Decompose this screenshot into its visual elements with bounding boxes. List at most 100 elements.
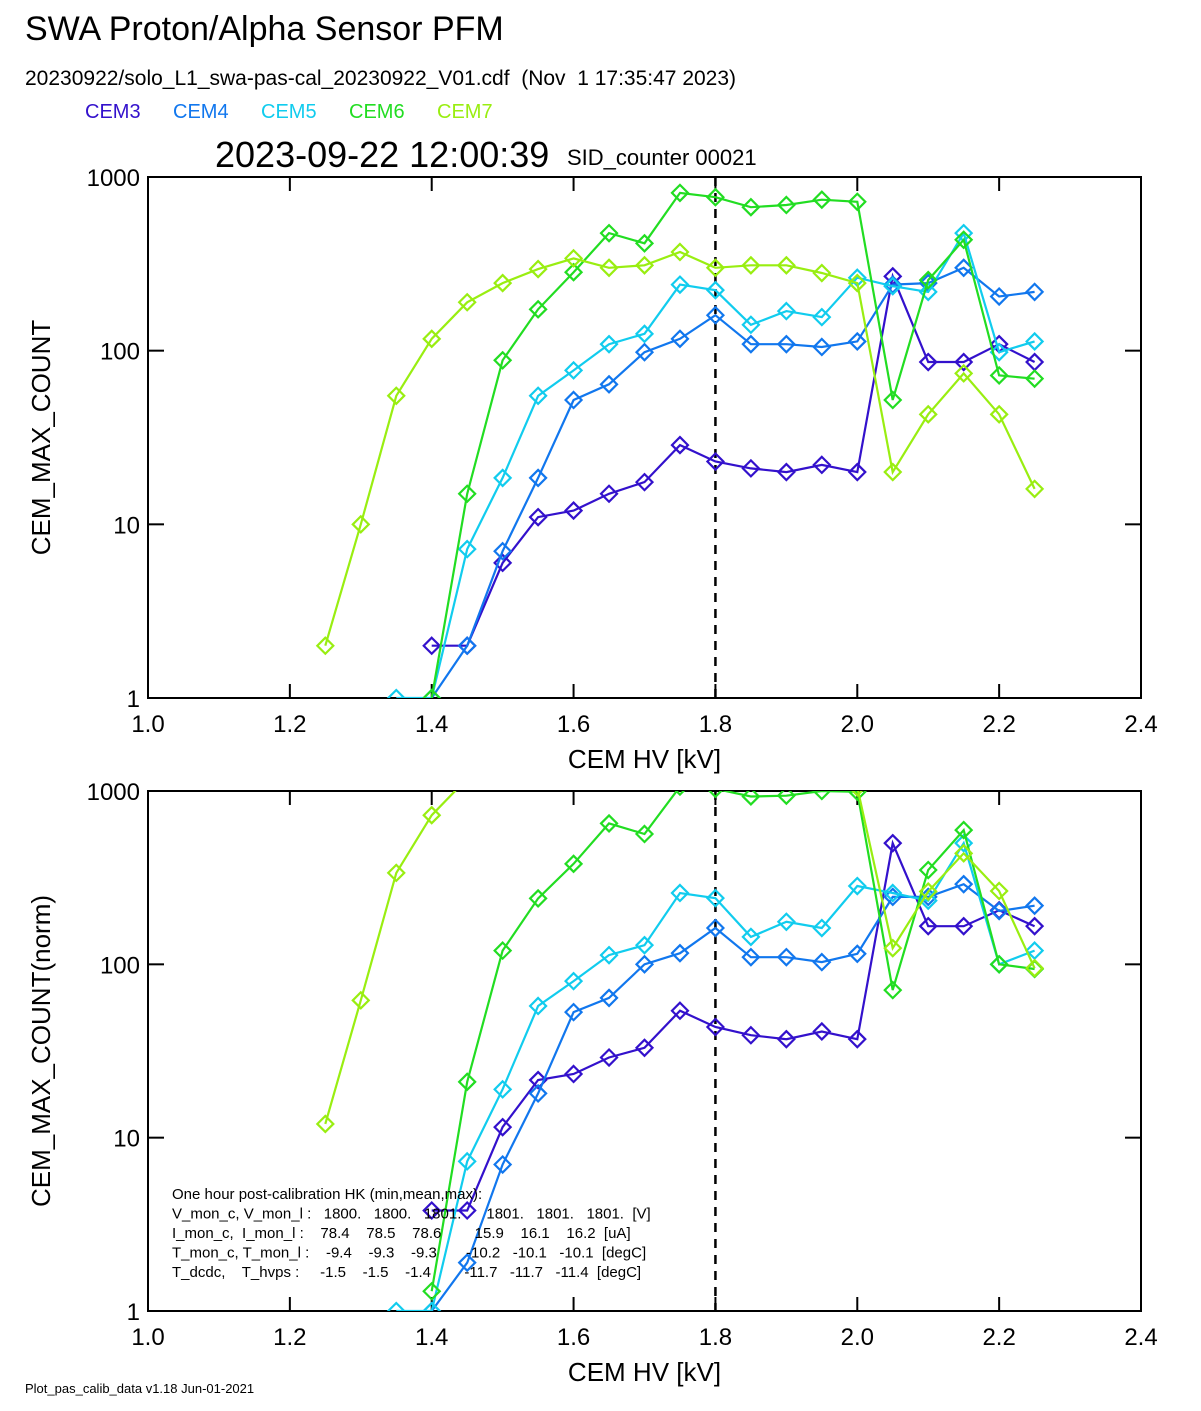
x-tick-label: 2.4	[1124, 711, 1157, 738]
data-point	[954, 874, 974, 894]
data-point	[351, 990, 371, 1010]
data-point	[847, 192, 867, 212]
data-point	[634, 233, 655, 253]
data-point	[670, 242, 690, 262]
data-point	[564, 854, 584, 874]
y-tick-label: 1	[127, 1299, 140, 1326]
data-point	[776, 947, 796, 967]
y-axis-label: CEM_MAX_COUNT(norm)	[26, 895, 56, 1207]
data-point	[386, 386, 406, 406]
data-point	[564, 1002, 584, 1022]
x-tick-label: 2.4	[1124, 1324, 1157, 1351]
data-point	[883, 883, 903, 903]
data-point	[386, 863, 406, 883]
data-point	[634, 954, 655, 974]
data-point	[528, 507, 548, 527]
annotation-line: V_mon_c, V_mon_l : 1800. 1800. 1801. 180…	[172, 1206, 651, 1223]
data-point	[989, 901, 1009, 921]
data-point	[670, 435, 690, 455]
data-point	[422, 805, 442, 825]
data-point	[599, 223, 619, 243]
data-point	[670, 329, 690, 349]
data-point	[634, 255, 655, 275]
data-point	[599, 813, 619, 833]
data-point	[812, 263, 832, 283]
data-point	[634, 935, 655, 955]
x-tick-label: 1.6	[557, 711, 590, 738]
data-point	[812, 791, 832, 801]
x-tick-label: 1.4	[415, 711, 448, 738]
data-point	[705, 1017, 725, 1037]
data-point	[457, 539, 477, 559]
data-point	[776, 912, 796, 932]
data-point	[564, 390, 584, 410]
data-point	[1025, 369, 1045, 389]
data-point	[457, 1253, 477, 1273]
data-point	[847, 331, 867, 352]
data-point	[741, 255, 761, 275]
legend-entry: CEM6	[349, 101, 405, 123]
data-point	[954, 916, 974, 936]
data-point	[457, 636, 477, 656]
y-tick-label: 10	[113, 1126, 140, 1153]
y-tick-label: 100	[100, 339, 140, 366]
data-point	[528, 888, 548, 908]
data-point	[457, 1200, 477, 1221]
data-point	[457, 1072, 477, 1092]
data-point	[528, 996, 548, 1016]
data-point	[386, 1301, 406, 1311]
data-point	[670, 183, 690, 203]
data-point	[1025, 331, 1045, 352]
x-tick-label: 1.4	[415, 1324, 448, 1351]
data-point	[634, 472, 655, 492]
data-point	[954, 363, 974, 383]
counter: SID_counter 00021	[567, 145, 757, 170]
data-point	[741, 334, 761, 354]
footer: Plot_pas_calib_data v1.18 Jun-01-2021	[25, 1381, 254, 1396]
data-point	[989, 404, 1009, 424]
x-tick-label: 1.8	[699, 711, 732, 738]
data-point	[422, 636, 442, 656]
data-point	[918, 270, 938, 290]
data-point	[705, 305, 725, 325]
data-point	[564, 1064, 584, 1084]
data-point	[989, 881, 1009, 901]
data-point	[599, 374, 619, 394]
data-point	[705, 888, 725, 908]
data-point	[918, 916, 938, 936]
x-tick-label: 1.6	[557, 1324, 590, 1351]
timestamp: 2023-09-22 12:00:39	[215, 134, 549, 175]
data-point	[741, 791, 761, 807]
data-point	[883, 938, 903, 958]
data-point	[954, 230, 974, 250]
data-point	[918, 404, 938, 424]
data-point	[918, 282, 938, 302]
data-point	[883, 833, 903, 853]
data-point	[847, 791, 867, 802]
data-point	[741, 927, 761, 947]
series-line	[324, 791, 1036, 1125]
y-tick-label: 100	[100, 952, 140, 979]
data-point	[1025, 479, 1045, 499]
data-point	[776, 462, 796, 482]
legend-entry: CEM3	[85, 101, 141, 123]
x-tick-label: 2.0	[841, 711, 874, 738]
data-point	[457, 1151, 477, 1171]
data-point	[1025, 916, 1045, 936]
data-point	[422, 1281, 442, 1301]
series-line	[430, 191, 1035, 698]
data-point	[954, 352, 974, 372]
data-point	[705, 258, 725, 278]
data-point	[851, 791, 864, 797]
data-point	[528, 299, 548, 319]
subtitle: 20230922/solo_L1_swa-pas-cal_20230922_V0…	[25, 67, 736, 90]
data-point	[670, 1001, 690, 1021]
legend-entry: CEM5	[261, 101, 317, 123]
data-point	[564, 248, 584, 268]
data-point	[1025, 958, 1045, 978]
y-tick-label: 1000	[87, 165, 140, 192]
data-point	[1025, 941, 1045, 961]
data-point	[457, 292, 477, 312]
data-point	[847, 462, 867, 482]
